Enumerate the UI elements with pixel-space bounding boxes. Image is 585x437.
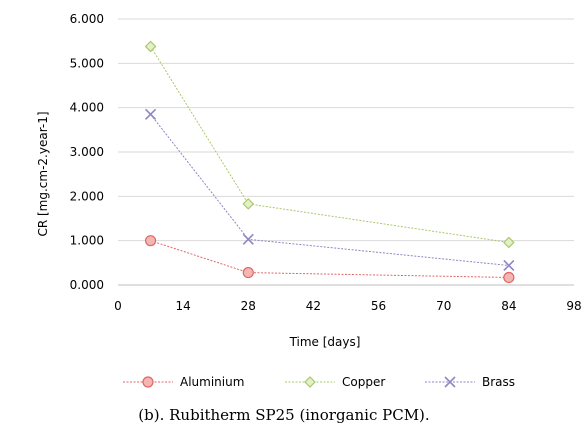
x-tick-label: 84 — [501, 299, 516, 313]
data-point-aluminium — [503, 271, 515, 284]
legend-item-aluminium: Aluminium — [123, 375, 244, 389]
data-point-brass — [145, 108, 157, 120]
legend: Aluminium Copper Brass — [123, 375, 515, 389]
legend-item-brass: Brass — [425, 375, 515, 389]
data-point-copper — [144, 40, 157, 53]
legend-swatch-marker — [444, 376, 456, 388]
y-tick-label: 3.000 — [70, 145, 104, 159]
legend-swatch-marker — [304, 376, 316, 388]
y-tick-label: 2.000 — [70, 189, 104, 203]
data-point-aluminium — [144, 235, 157, 247]
y-tick-label: 4.000 — [70, 101, 104, 115]
data-point-copper — [503, 236, 515, 249]
x-tick-label: 70 — [436, 299, 451, 313]
y-tick-label: 1.000 — [70, 234, 104, 248]
x-tick-label: 42 — [306, 299, 321, 313]
data-point-brass — [242, 233, 254, 245]
figure-caption: (b). Rubitherm SP25 (inorganic PCM). — [138, 406, 429, 424]
x-tick-label: 0 — [114, 299, 122, 313]
series-copper — [144, 40, 515, 249]
series-brass — [145, 108, 515, 272]
data-point-aluminium — [242, 266, 254, 279]
data-point-copper — [242, 198, 255, 210]
series-line-aluminium — [150, 240, 509, 278]
x-tick-label: 56 — [371, 299, 386, 313]
series-line-brass — [150, 114, 509, 266]
y-tick-label: 5.000 — [70, 56, 104, 70]
grid — [118, 18, 574, 242]
series-layer — [144, 40, 515, 284]
series-aluminium — [144, 235, 515, 284]
y-tick-label: 0.000 — [70, 278, 104, 292]
y-tick-label: 6.000 — [70, 12, 104, 26]
x-axis-title: Time [days] — [289, 335, 361, 349]
data-point-brass — [503, 259, 515, 272]
legend-label: Brass — [482, 375, 515, 389]
x-tick-labels: 0 14 28 42 56 70 84 98 — [114, 299, 581, 313]
legend-label: Copper — [342, 375, 385, 389]
x-tick-label: 98 — [566, 299, 581, 313]
legend-item-copper: Copper — [285, 375, 385, 389]
legend-label: Aluminium — [180, 375, 244, 389]
series-line-copper — [150, 46, 509, 243]
x-tick-label: 28 — [241, 299, 256, 313]
y-tick-labels: 0.000 1.000 2.000 3.000 4.000 5.000 6.000 — [70, 12, 104, 292]
x-tick-label: 14 — [176, 299, 191, 313]
legend-swatch-marker — [142, 376, 154, 388]
y-axis-title: CR [mg.cm-2.year-1] — [36, 111, 50, 236]
